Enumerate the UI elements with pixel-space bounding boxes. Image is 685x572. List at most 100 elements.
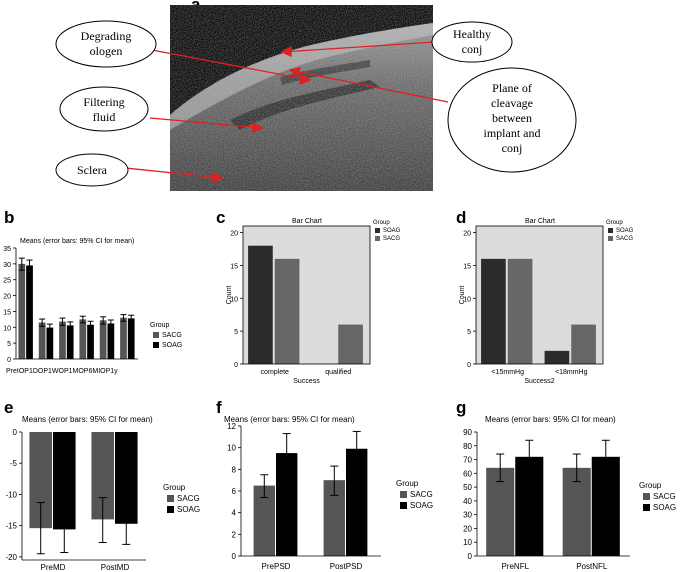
callout-line: conj — [502, 141, 523, 155]
x-tick-label: PostMD — [101, 563, 130, 572]
legend-label: SACG — [410, 490, 433, 499]
bar-sacg-4 — [99, 320, 107, 359]
arrowhead-sclera — [212, 171, 224, 184]
x-tick-label: PreMD — [41, 563, 66, 572]
legend-swatch-sacg — [643, 493, 650, 500]
arrow-sclera — [124, 167, 223, 179]
legend-swatch-sacg — [153, 332, 159, 338]
bar-soag-0 — [481, 258, 506, 364]
callout-line: Filtering — [83, 95, 124, 109]
y-tick-label: 15 — [230, 263, 238, 270]
y-tick-label: 30 — [3, 262, 11, 269]
x-tick-label: PostNFL — [576, 562, 608, 571]
legend-swatch-soag — [167, 506, 174, 513]
y-tick-label: 80 — [463, 442, 472, 451]
legend-label: SOAG — [653, 503, 676, 512]
legend-title: Group — [163, 483, 186, 492]
x-axis-title: Success — [293, 378, 320, 385]
y-tick-label: 35 — [3, 246, 11, 253]
callout-line: cleavage — [491, 96, 533, 110]
y-tick-label: 8 — [232, 465, 237, 474]
y-tick-label: 0 — [13, 428, 18, 437]
y-tick-label: 20 — [230, 231, 238, 238]
bar-sacg-1 — [562, 467, 591, 556]
x-tick-label: PrePSD — [262, 562, 291, 571]
chart-title: Means (error bars: 95% CI for mean) — [224, 415, 355, 424]
legend-title: Group — [639, 481, 662, 490]
callout-line: Healthy — [453, 27, 491, 41]
y-tick-label: 25 — [3, 278, 11, 285]
plot-frame — [475, 225, 604, 365]
panel-letter-e: e — [4, 398, 14, 417]
legend-label: SOAG — [162, 342, 182, 349]
legend-label: SOAG — [616, 228, 634, 234]
arrow-filtering-fluid — [149, 117, 263, 129]
x-tick-labels: PreIOP1DOP1WOP1MOP6MIOP1y — [6, 368, 118, 375]
callout-bubble — [59, 86, 149, 132]
bar-sacg-1 — [38, 322, 46, 359]
panel-letter-g: g — [456, 398, 467, 417]
x-tick-label: PreNFL — [501, 562, 529, 571]
legend-title: Group — [150, 322, 170, 329]
y-tick-label: 20 — [463, 231, 471, 238]
bar-soag-5 — [127, 318, 135, 359]
bar-soag-0 — [53, 432, 76, 530]
y-tick-label: 15 — [463, 263, 471, 270]
legend-title: Group — [373, 220, 390, 226]
bar-sacg-0 — [29, 432, 52, 529]
bar-sacg-2 — [59, 321, 66, 359]
x-tick-label: complete — [261, 369, 290, 376]
bar-sacg-1 — [91, 432, 114, 520]
y-tick-label: 0 — [468, 552, 473, 561]
bar-sacg-0 — [253, 485, 275, 556]
bar-soag-0 — [248, 245, 273, 364]
legend-swatch-soag — [643, 504, 650, 511]
y-axis-title: Count — [459, 286, 466, 305]
legend-swatch-sacg — [400, 491, 407, 498]
legend-label: SOAG — [383, 228, 401, 234]
callout-bubble — [55, 20, 157, 68]
callout-line: implant and — [484, 126, 541, 140]
callout-sclera: Sclera — [55, 153, 129, 187]
y-tick-label: 10 — [463, 296, 471, 303]
panel-letter-f: f — [216, 398, 222, 417]
callout-line: between — [492, 111, 532, 125]
bar-sacg-0 — [486, 467, 515, 556]
callout-line: ologen — [90, 44, 123, 58]
legend-swatch-sacg — [167, 495, 174, 502]
bar-sacg-0 — [274, 258, 300, 364]
y-tick-label: 10 — [3, 325, 11, 332]
x-tick-label: <15mmHg — [492, 369, 525, 376]
legend-label: SACG — [177, 494, 200, 503]
y-tick-label: -10 — [5, 490, 17, 499]
y-tick-label: 40 — [463, 497, 472, 506]
x-tick-label: qualified — [325, 369, 351, 376]
x-tick-label: PostPSD — [330, 562, 363, 571]
y-tick-label: 60 — [463, 469, 472, 478]
callout-bubble — [447, 67, 577, 173]
image-callouts: Degrading ologen Filtering fluid Sclera … — [55, 20, 577, 187]
legend-label: SOAG — [177, 505, 200, 514]
y-tick-label: 5 — [7, 341, 11, 348]
y-tick-label: 0 — [232, 552, 237, 561]
y-tick-label: 15 — [3, 309, 11, 316]
callout-filtering-fluid: Filtering fluid — [59, 86, 149, 132]
chart-g-nfl-means: Means (error bars: 95% CI for mean) 0 10 20… — [463, 415, 676, 571]
chart-title: Bar Chart — [525, 218, 555, 225]
arrow-healthy-conj — [281, 41, 436, 53]
callout-bubble — [55, 153, 129, 187]
legend-swatch-soag — [153, 342, 159, 348]
bar-soag-1 — [346, 448, 368, 556]
y-tick-label: 10 — [463, 538, 472, 547]
bar-soag-1 — [115, 432, 138, 524]
y-tick-label: 0 — [234, 362, 238, 369]
arrowhead-plane-of-cleavage — [288, 67, 302, 78]
bar-sacg-1 — [571, 324, 596, 364]
y-tick-label: 50 — [463, 483, 472, 492]
bar-sacg-3 — [79, 319, 87, 359]
x-tick-label: <18mmHg — [555, 369, 588, 376]
callout-line: Degrading — [81, 29, 132, 43]
arrow-degrading-collagen — [151, 49, 311, 81]
bar-sacg-1 — [323, 480, 345, 556]
bar-sacg-5 — [120, 317, 127, 359]
